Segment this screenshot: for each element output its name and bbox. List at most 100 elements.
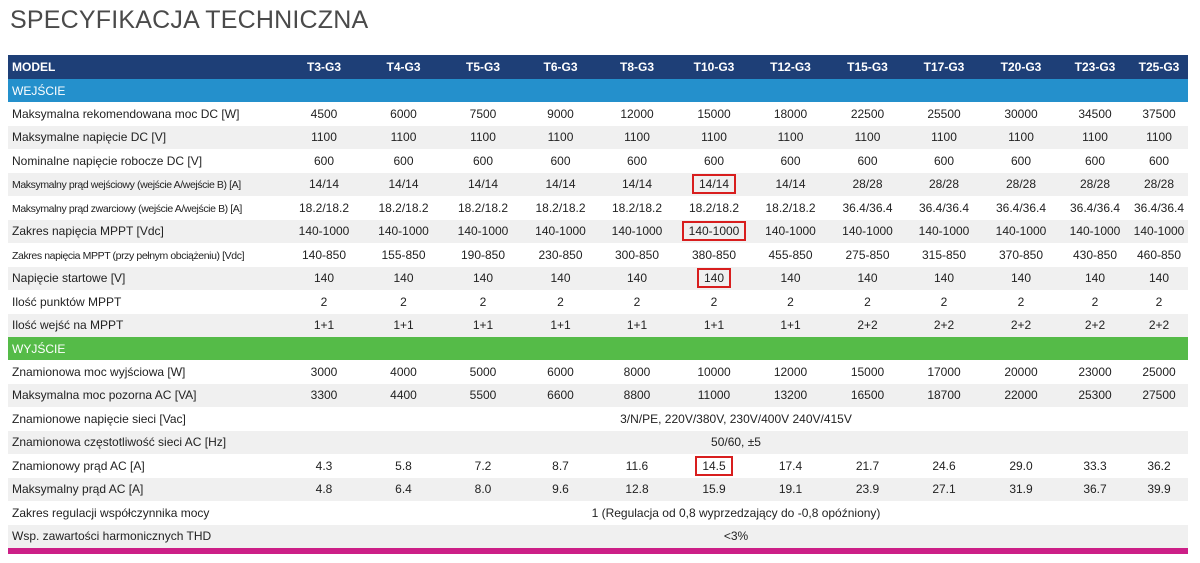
value-cell: 25500 xyxy=(906,102,982,126)
value-cell: 600 xyxy=(443,149,523,173)
value-cell: 600 xyxy=(523,149,598,173)
value-cell: 2+2 xyxy=(982,313,1060,337)
value-cell: 27.1 xyxy=(906,477,982,501)
value-cell: 15000 xyxy=(676,102,752,126)
table-row: Znamionowy prąd AC [A] 4.3 5.8 7.2 8.7 11.6 14… xyxy=(8,454,1188,478)
value-cell: 1100 xyxy=(829,125,906,149)
value-cell: 1+1 xyxy=(752,313,829,337)
value-cell: 36.4/36.4 xyxy=(1130,196,1188,220)
value-cell: 18700 xyxy=(906,383,982,407)
row-label-text: Znamionowe napięcie sieci [Vac] xyxy=(12,411,186,426)
value-cell: 18.2/18.2 xyxy=(598,196,676,220)
value-cell: 3000 xyxy=(284,360,364,384)
table-row: Maksymalny prąd AC [A] 4.8 6.4 8.0 9.6 12.8 15… xyxy=(8,477,1188,501)
value-cell: 2+2 xyxy=(906,313,982,337)
value-cell: 4.3 xyxy=(284,454,364,478)
value-cell: 140-1000 xyxy=(752,219,829,243)
value-cell: 1100 xyxy=(752,125,829,149)
row-label-text: Zakres napięcia MPPT (przy pełnym obciąż… xyxy=(12,249,245,262)
row-label: Maksymalna moc pozorna AC [VA] xyxy=(8,383,284,407)
value-cell: 30000 xyxy=(982,102,1060,126)
value-cell: 2 xyxy=(752,290,829,314)
value-cell: 1100 xyxy=(1060,125,1130,149)
row-label-text: Znamionowa częstotliwość sieci AC [Hz] xyxy=(12,435,227,450)
value-cell: 36.4/36.4 xyxy=(829,196,906,220)
value-cell: 8.0 xyxy=(443,477,523,501)
value-cell: 1100 xyxy=(1130,125,1188,149)
value-cell: 2+2 xyxy=(829,313,906,337)
row-label: Znamionowe napięcie sieci [Vac] xyxy=(8,407,284,431)
value-cell: 28/28 xyxy=(906,172,982,196)
value-cell: 600 xyxy=(752,149,829,173)
model-header-cell: T3-G3 xyxy=(284,55,364,79)
row-label: Maksymalny prąd wejściowy (wejście A/wej… xyxy=(8,172,284,196)
value-cell: 315-850 xyxy=(906,243,982,267)
value-cell: 2 xyxy=(982,290,1060,314)
spanned-value-cell: 1 (Regulacja od 0,8 wyprzedzający do -0,… xyxy=(284,501,1188,525)
value-cell: 380-850 xyxy=(676,243,752,267)
value-cell: 18.2/18.2 xyxy=(523,196,598,220)
table-row: Wsp. zawartości harmonicznych THD <3% xyxy=(8,524,1188,548)
value-cell: 14/14 xyxy=(598,172,676,196)
value-cell: 140-1000 xyxy=(906,219,982,243)
value-cell: 460-850 xyxy=(1130,243,1188,267)
value-cell: 140-1000 xyxy=(829,219,906,243)
value-cell: 600 xyxy=(284,149,364,173)
row-label-text: Znamionowa moc wyjściowa [W] xyxy=(12,364,186,379)
value-cell: 14/14 xyxy=(443,172,523,196)
row-label-text: Maksymalny prąd AC [A] xyxy=(12,482,144,497)
value-cell: 140 xyxy=(523,266,598,290)
model-header-cell: T15-G3 xyxy=(829,55,906,79)
section-label-wejscie: WEJŚCIE xyxy=(8,79,1188,102)
value-cell: 140-1000 xyxy=(1130,219,1188,243)
table-row: Nominalne napięcie robocze DC [V] 600 600 6… xyxy=(8,149,1188,173)
row-label: Ilość punktów MPPT xyxy=(8,290,284,314)
value-cell: 1+1 xyxy=(523,313,598,337)
value-cell: 13200 xyxy=(752,383,829,407)
value-cell: 140-1000 xyxy=(443,219,523,243)
value-cell: 1+1 xyxy=(676,313,752,337)
value-cell: 2+2 xyxy=(1060,313,1130,337)
value-cell: 600 xyxy=(829,149,906,173)
value-cell: 37500 xyxy=(1130,102,1188,126)
value-cell: 14/14 xyxy=(676,172,752,196)
value-cell: 7.2 xyxy=(443,454,523,478)
value-cell: 18.2/18.2 xyxy=(676,196,752,220)
row-label-text: Ilość wejść na MPPT xyxy=(12,318,124,333)
value-cell: 25300 xyxy=(1060,383,1130,407)
value-cell: 4500 xyxy=(284,102,364,126)
value-cell: 600 xyxy=(1130,149,1188,173)
value-cell: 2 xyxy=(284,290,364,314)
value-cell: 18.2/18.2 xyxy=(443,196,523,220)
value-cell: 9.6 xyxy=(523,477,598,501)
value-cell: 27500 xyxy=(1130,383,1188,407)
value-cell: 1100 xyxy=(906,125,982,149)
section-label-wyjscie: WYJŚCIE xyxy=(8,337,1188,360)
value-cell: 17.4 xyxy=(752,454,829,478)
value-cell: 140 xyxy=(982,266,1060,290)
value-cell: 14/14 xyxy=(752,172,829,196)
model-header-cell: T23-G3 xyxy=(1060,55,1130,79)
model-header-cell: T4-G3 xyxy=(364,55,443,79)
value-cell: 25000 xyxy=(1130,360,1188,384)
value-cell: 600 xyxy=(598,149,676,173)
value-cell: 21.7 xyxy=(829,454,906,478)
value-cell: 28/28 xyxy=(1130,172,1188,196)
value-cell: 370-850 xyxy=(982,243,1060,267)
value-cell: 31.9 xyxy=(982,477,1060,501)
value-cell: 140-1000 xyxy=(982,219,1060,243)
value-cell: 5000 xyxy=(443,360,523,384)
value-cell: 2 xyxy=(523,290,598,314)
row-label-text: Zakres napięcia MPPT [Vdc] xyxy=(12,224,164,239)
value-cell: 1+1 xyxy=(443,313,523,337)
value-cell: 140-1000 xyxy=(364,219,443,243)
value-cell: 12.8 xyxy=(598,477,676,501)
table-row: Ilość punktów MPPT 2 2 2 2 2 2 2 2 2 2 2 2 xyxy=(8,290,1188,314)
value-cell: 22000 xyxy=(982,383,1060,407)
value-cell: 140 xyxy=(1060,266,1130,290)
row-label-text: Maksymalny prąd wejściowy (wejście A/wej… xyxy=(12,179,241,192)
value-cell: 12000 xyxy=(752,360,829,384)
table-row: Maksymalny prąd wejściowy (wejście A/wej… xyxy=(8,172,1188,196)
value-cell: 18000 xyxy=(752,102,829,126)
value-cell: 2 xyxy=(1060,290,1130,314)
